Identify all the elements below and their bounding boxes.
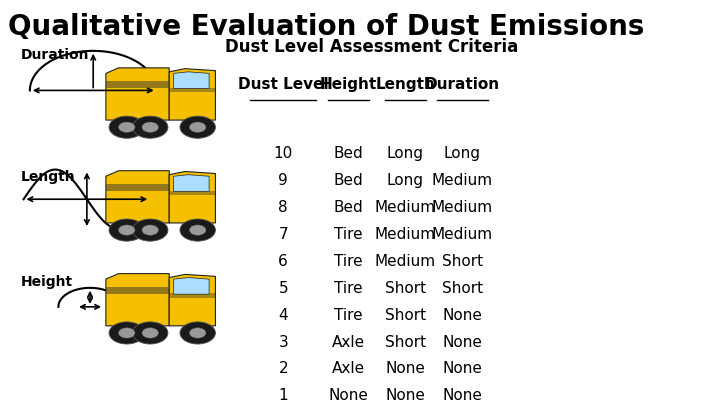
Text: Medium: Medium <box>375 254 436 269</box>
Text: None: None <box>385 388 426 403</box>
Text: Duration: Duration <box>20 48 89 62</box>
Text: Short: Short <box>442 254 483 269</box>
Circle shape <box>109 116 145 138</box>
Circle shape <box>189 122 206 132</box>
Text: Medium: Medium <box>432 227 493 242</box>
Circle shape <box>132 116 168 138</box>
Polygon shape <box>169 69 215 120</box>
Text: Dust Level: Dust Level <box>238 77 328 92</box>
Text: Qualitative Evaluation of Dust Emissions: Qualitative Evaluation of Dust Emissions <box>8 13 644 41</box>
Circle shape <box>142 122 158 132</box>
Circle shape <box>180 219 215 241</box>
Text: Bed: Bed <box>333 173 364 188</box>
Text: Height: Height <box>320 77 377 92</box>
Text: Short: Short <box>385 308 426 323</box>
Text: 5: 5 <box>279 281 288 296</box>
Text: Long: Long <box>387 173 424 188</box>
Text: Long: Long <box>387 146 424 161</box>
Text: Long: Long <box>444 146 481 161</box>
Text: Dust Level Assessment Criteria: Dust Level Assessment Criteria <box>225 38 518 56</box>
Text: Axle: Axle <box>332 335 365 350</box>
Text: Short: Short <box>385 335 426 350</box>
Text: None: None <box>385 361 426 377</box>
Circle shape <box>132 322 168 344</box>
Text: Medium: Medium <box>375 200 436 215</box>
Text: 6: 6 <box>279 254 288 269</box>
Polygon shape <box>174 72 209 88</box>
Polygon shape <box>174 277 209 294</box>
Polygon shape <box>106 81 169 88</box>
Circle shape <box>132 219 168 241</box>
Circle shape <box>189 225 206 235</box>
Polygon shape <box>174 175 209 191</box>
Text: 8: 8 <box>279 200 288 215</box>
Text: Medium: Medium <box>432 173 493 188</box>
Circle shape <box>119 225 135 235</box>
Circle shape <box>180 322 215 344</box>
Circle shape <box>142 225 158 235</box>
Text: None: None <box>443 308 482 323</box>
Circle shape <box>119 328 135 338</box>
Text: None: None <box>443 335 482 350</box>
Circle shape <box>180 116 215 138</box>
Polygon shape <box>106 171 169 223</box>
Polygon shape <box>169 172 215 223</box>
Text: 1: 1 <box>279 388 288 403</box>
Text: Bed: Bed <box>333 200 364 215</box>
Text: Bed: Bed <box>333 146 364 161</box>
Circle shape <box>119 122 135 132</box>
Text: 7: 7 <box>279 227 288 242</box>
Text: Tire: Tire <box>334 308 363 323</box>
Text: Duration: Duration <box>425 77 500 92</box>
Text: Medium: Medium <box>375 227 436 242</box>
Text: Length: Length <box>375 77 436 92</box>
Text: Length: Length <box>20 171 75 184</box>
Text: Tire: Tire <box>334 254 363 269</box>
Text: Axle: Axle <box>332 361 365 377</box>
Text: Height: Height <box>20 275 73 289</box>
Polygon shape <box>169 190 215 195</box>
Text: 2: 2 <box>279 361 288 377</box>
Polygon shape <box>169 293 215 298</box>
Text: Tire: Tire <box>334 227 363 242</box>
Text: None: None <box>328 388 369 403</box>
Polygon shape <box>169 275 215 326</box>
Text: Tire: Tire <box>334 281 363 296</box>
Polygon shape <box>106 274 169 326</box>
Polygon shape <box>106 184 169 191</box>
Circle shape <box>109 322 145 344</box>
Polygon shape <box>106 287 169 294</box>
Circle shape <box>142 328 158 338</box>
Circle shape <box>189 328 206 338</box>
Polygon shape <box>106 68 169 120</box>
Text: 10: 10 <box>274 146 293 161</box>
Circle shape <box>109 219 145 241</box>
Text: None: None <box>443 388 482 403</box>
Text: Medium: Medium <box>432 200 493 215</box>
Text: 3: 3 <box>279 335 288 350</box>
Text: Short: Short <box>442 281 483 296</box>
Text: None: None <box>443 361 482 377</box>
Text: 9: 9 <box>279 173 288 188</box>
Text: 4: 4 <box>279 308 288 323</box>
Polygon shape <box>169 87 215 92</box>
Text: Short: Short <box>385 281 426 296</box>
